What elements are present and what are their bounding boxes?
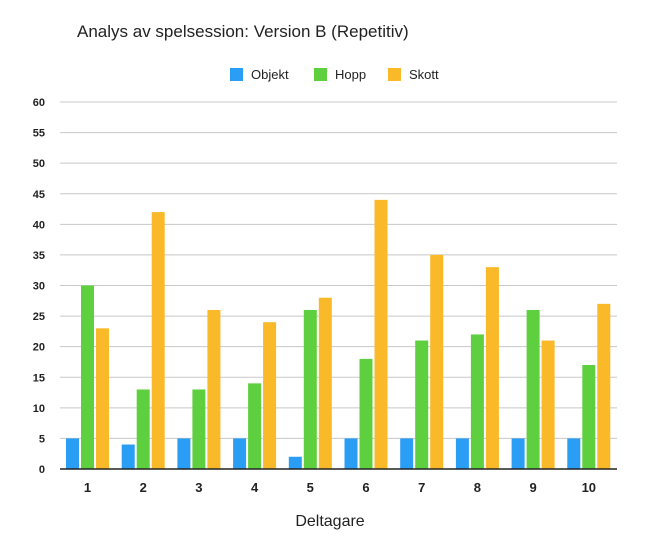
x-tick-label: 8 — [474, 480, 481, 495]
bar-hopp-9 — [526, 309, 540, 469]
y-axis-ticks: 0 5 10 15 20 25 30 35 40 45 50 55 60 — [33, 97, 45, 476]
bar-hopp-5 — [303, 309, 317, 469]
y-tick-label: 20 — [33, 342, 45, 354]
bar-hopp-8 — [470, 334, 484, 469]
bar-objekt-10 — [567, 438, 581, 469]
legend-swatch-hopp — [314, 68, 327, 81]
bar-objekt-5 — [288, 456, 302, 469]
x-tick-label: 1 — [84, 480, 91, 495]
bar-objekt-1 — [66, 438, 79, 469]
legend: Objekt Hopp Skott — [230, 67, 439, 82]
y-tick-label: 30 — [33, 281, 45, 293]
bar-skott-7 — [430, 254, 444, 469]
x-axis-ticks: 1 2 3 4 5 6 7 8 9 10 — [84, 480, 596, 495]
bar-hopp-2 — [136, 389, 150, 469]
bar-hopp-3 — [192, 389, 206, 469]
y-tick-label: 60 — [33, 97, 45, 109]
x-tick-label: 7 — [418, 480, 425, 495]
bar-skott-3 — [207, 309, 221, 469]
y-tick-label: 35 — [33, 250, 45, 262]
bar-objekt-7 — [400, 438, 414, 469]
bar-objekt-8 — [455, 438, 469, 469]
x-tick-label: 4 — [251, 480, 259, 495]
bar-objekt-2 — [121, 444, 135, 469]
y-tick-label: 10 — [33, 403, 45, 415]
bar-hopp-6 — [359, 358, 373, 469]
legend-swatch-objekt — [230, 68, 243, 81]
y-tick-label: 5 — [39, 433, 45, 445]
x-tick-label: 2 — [140, 480, 147, 495]
bar-hopp-4 — [248, 383, 262, 469]
x-tick-label: 6 — [362, 480, 369, 495]
bar-skott-8 — [485, 267, 499, 469]
legend-swatch-skott — [388, 68, 401, 81]
y-tick-label: 0 — [39, 464, 45, 476]
legend-label-hopp: Hopp — [335, 67, 366, 82]
bar-skott-1 — [96, 328, 109, 469]
bar-skott-4 — [263, 322, 277, 469]
y-tick-label: 15 — [33, 372, 45, 384]
x-tick-label: 3 — [195, 480, 202, 495]
bar-objekt-3 — [177, 438, 191, 469]
bar-skott-2 — [151, 212, 165, 469]
bar-skott-5 — [318, 297, 332, 469]
y-tick-label: 55 — [33, 128, 45, 140]
chart-title: Analys av spelsession: Version B (Repeti… — [77, 22, 409, 41]
x-axis-label: Deltagare — [295, 513, 364, 530]
bar-objekt-9 — [511, 438, 525, 469]
bar-skott-6 — [374, 199, 388, 469]
x-tick-label: 10 — [582, 480, 596, 495]
y-tick-label: 25 — [33, 311, 45, 323]
bar-hopp-7 — [415, 340, 429, 469]
y-tick-label: 50 — [33, 158, 45, 170]
y-tick-label: 45 — [33, 189, 45, 201]
bar-skott-10 — [597, 303, 611, 469]
y-tick-label: 40 — [33, 219, 45, 231]
legend-label-objekt: Objekt — [251, 67, 289, 82]
bar-objekt-4 — [233, 438, 247, 469]
bars — [66, 199, 611, 469]
bar-skott-9 — [541, 340, 555, 469]
bar-hopp-10 — [582, 365, 596, 469]
x-tick-label: 5 — [307, 480, 314, 495]
legend-label-skott: Skott — [409, 67, 439, 82]
x-tick-label: 9 — [529, 480, 536, 495]
bar-objekt-6 — [344, 438, 358, 469]
bar-hopp-1 — [81, 285, 94, 469]
